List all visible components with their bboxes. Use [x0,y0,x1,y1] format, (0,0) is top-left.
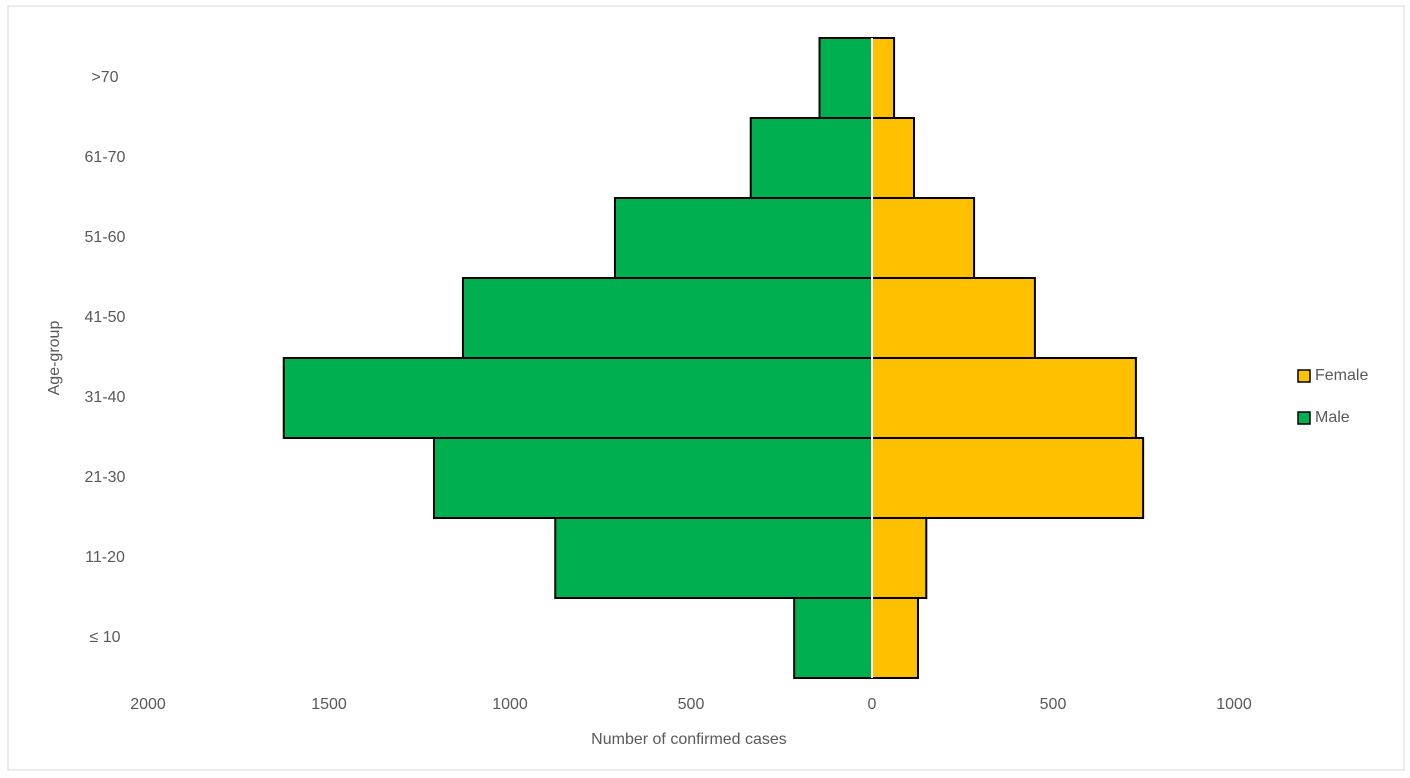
bar [432,437,873,519]
x-tick-label: 0 [868,696,877,713]
bar [871,437,1145,519]
bar [871,117,915,199]
y-tick-label: ≤ 10 [89,629,120,646]
bar [871,37,896,119]
x-tick-label: 1500 [311,696,347,713]
y-tick-label: 51-60 [85,229,126,246]
bar [793,597,873,679]
legend-label: Female [1315,367,1368,384]
y-tick-label: 61-70 [85,149,126,166]
legend-swatch [1297,411,1311,425]
bar [818,37,874,119]
y-tick-label: >70 [91,69,118,86]
x-axis-title: Number of confirmed cases [591,731,787,748]
bar [871,277,1036,359]
legend-swatch [1297,369,1311,383]
bar [871,357,1137,439]
bar [871,597,919,679]
bar [613,197,873,279]
bar [749,117,873,199]
y-tick-label: 31-40 [85,389,126,406]
x-tick-label: 1000 [492,696,528,713]
y-tick-label: 21-30 [85,469,126,486]
x-tick-label: 2000 [130,696,166,713]
y-axis-title: Age-group [46,321,63,396]
y-tick-label: 11-20 [85,549,125,566]
bar [461,277,873,359]
x-tick-label: 500 [678,696,705,713]
y-tick-label: 41-50 [85,309,126,326]
x-tick-label: 1000 [1216,696,1252,713]
bar [282,357,873,439]
bar [871,517,928,599]
bar [554,517,873,599]
bar [871,197,976,279]
legend-label: Male [1315,409,1350,426]
x-tick-label: 500 [1040,696,1067,713]
